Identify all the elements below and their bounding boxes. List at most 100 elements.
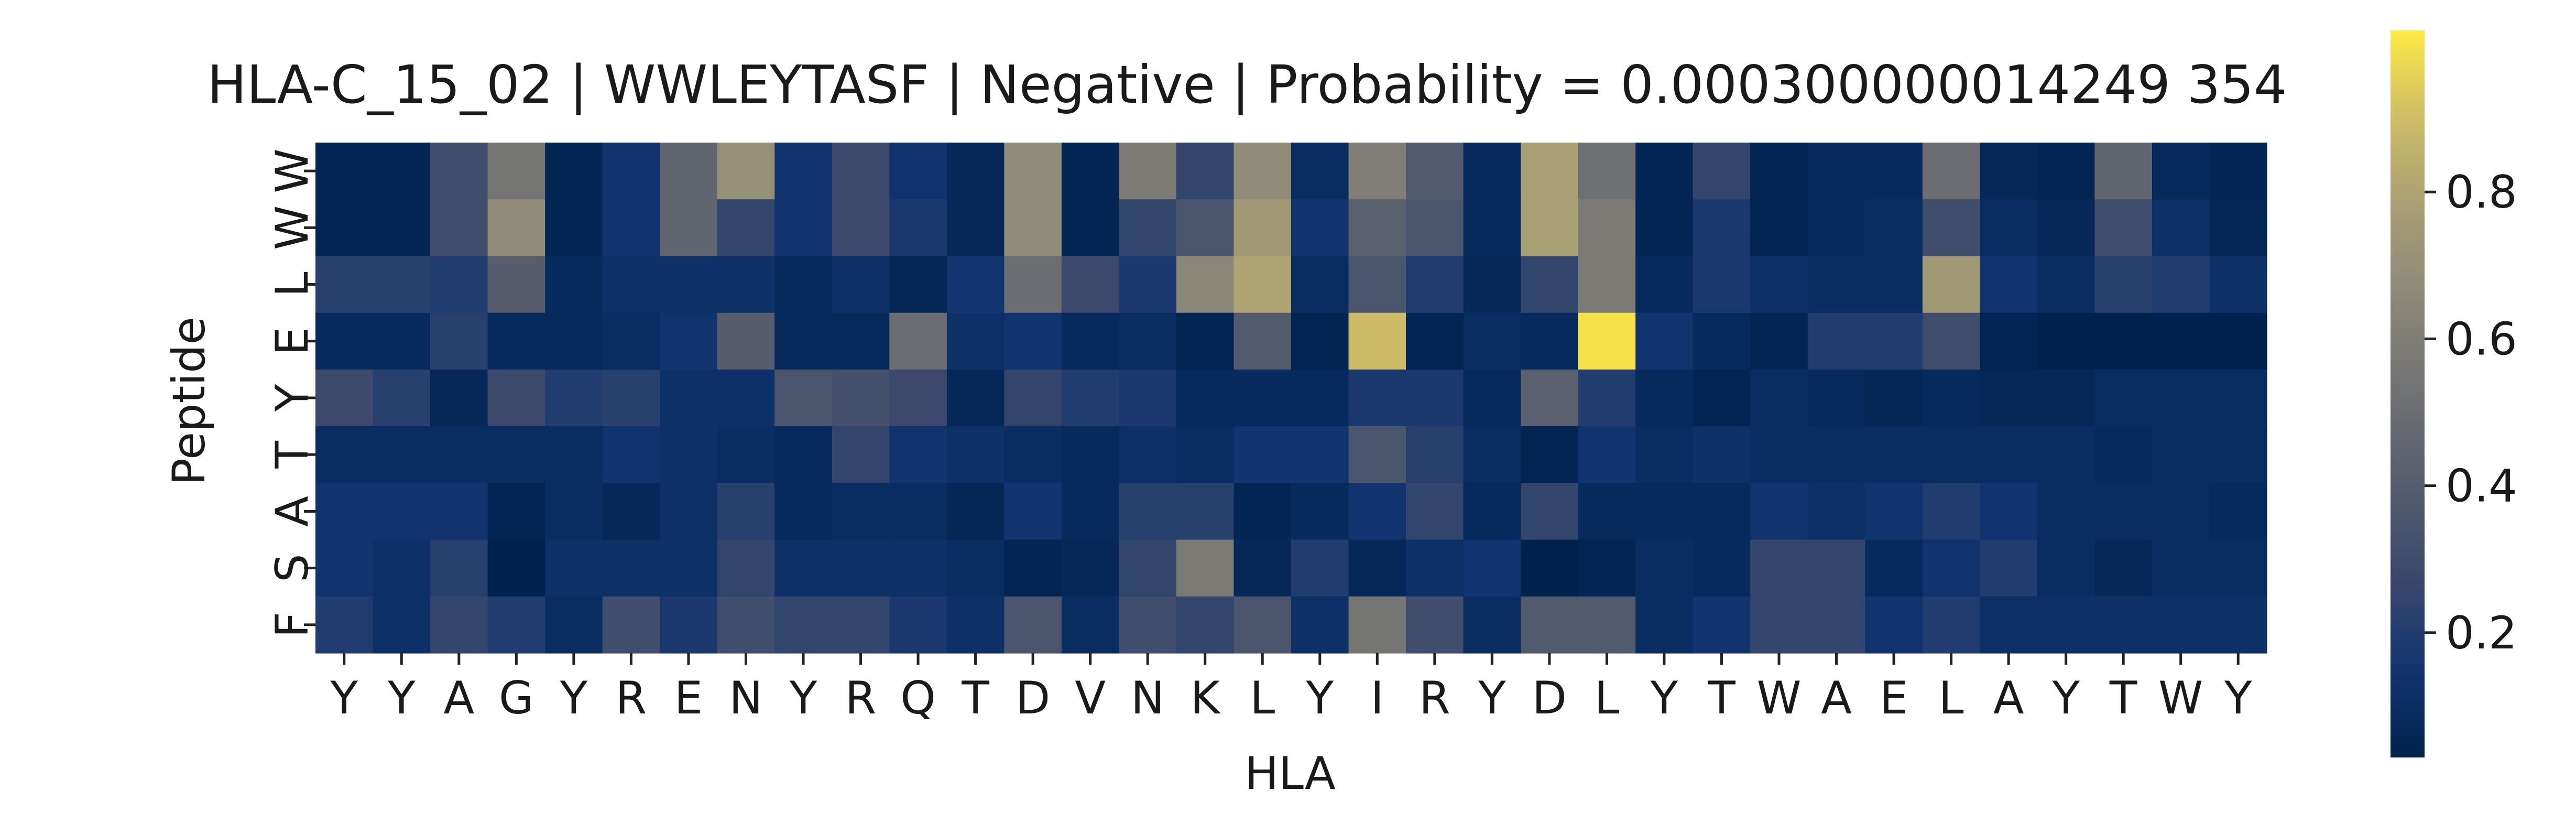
heatmap-cell xyxy=(1348,483,1406,540)
heatmap-cell xyxy=(2152,256,2210,313)
heatmap-cell xyxy=(1750,426,1808,483)
heatmap-cell xyxy=(602,426,660,483)
x-tick-label: W xyxy=(1756,672,1801,724)
heatmap-cell xyxy=(1693,596,1751,654)
heatmap-cell xyxy=(717,143,775,200)
heatmap-cell xyxy=(1176,426,1235,483)
heatmap-cell xyxy=(1578,483,1636,540)
heatmap-cell xyxy=(1750,596,1808,654)
heatmap-cell xyxy=(717,312,775,370)
heatmap-cell xyxy=(889,256,947,313)
x-tick-label: T xyxy=(961,672,989,724)
heatmap-cell xyxy=(832,596,890,654)
heatmap-cell xyxy=(430,596,488,654)
heatmap-cell xyxy=(889,483,947,540)
heatmap-cell xyxy=(889,426,947,483)
heatmap-cell xyxy=(1693,539,1751,597)
y-tick-label: A xyxy=(266,496,319,527)
heatmap-cell xyxy=(373,539,431,597)
y-tick-label: F xyxy=(266,612,319,637)
heatmap-cell xyxy=(2152,539,2210,597)
heatmap-cell xyxy=(1406,143,1464,200)
heatmap-cell xyxy=(2037,312,2095,370)
heatmap-cell xyxy=(1119,369,1177,427)
heatmap-cell xyxy=(1291,369,1349,427)
heatmap-cell xyxy=(1119,483,1177,540)
heatmap-cell xyxy=(1635,312,1694,370)
heatmap-cell xyxy=(774,426,833,483)
heatmap-cell xyxy=(1750,199,1808,257)
heatmap-cell xyxy=(1004,256,1062,313)
heatmap-cell xyxy=(545,143,603,200)
heatmap-cell xyxy=(1291,256,1349,313)
heatmap-cell xyxy=(717,199,775,257)
heatmap-cell xyxy=(1176,199,1235,257)
heatmap-cell xyxy=(1004,369,1062,427)
heatmap-cell xyxy=(487,539,545,597)
heatmap-cell xyxy=(717,539,775,597)
heatmap-cell xyxy=(2037,596,2095,654)
heatmap-cell xyxy=(1291,596,1349,654)
heatmap-cell xyxy=(1463,483,1521,540)
heatmap-cell xyxy=(1061,596,1120,654)
heatmap-cell xyxy=(1463,426,1521,483)
x-tick-label: Y xyxy=(560,672,588,724)
heatmap-cell xyxy=(1348,369,1406,427)
heatmap-cell xyxy=(660,426,718,483)
heatmap-cell xyxy=(1291,199,1349,257)
heatmap-cell xyxy=(946,426,1005,483)
y-tick-label: Y xyxy=(266,384,319,412)
x-tick-label: R xyxy=(845,672,877,724)
x-tick-label: R xyxy=(1419,672,1450,724)
heatmap-cell xyxy=(1807,199,1865,257)
heatmap-cell xyxy=(832,256,890,313)
x-tick-label: N xyxy=(729,672,762,724)
heatmap-cell xyxy=(832,369,890,427)
heatmap-cell xyxy=(1521,312,1579,370)
heatmap-cell xyxy=(1004,596,1062,654)
heatmap-cell xyxy=(430,369,488,427)
heatmap-cell xyxy=(1865,143,1923,200)
heatmap-cell xyxy=(1922,426,1980,483)
heatmap-cell xyxy=(545,199,603,257)
x-tick-label: Y xyxy=(2051,672,2080,724)
heatmap-cell xyxy=(774,596,833,654)
heatmap-cell xyxy=(1061,483,1120,540)
heatmap-cell xyxy=(2152,369,2210,427)
x-tick-label: A xyxy=(443,672,474,724)
x-tick-label: A xyxy=(1993,672,2024,724)
heatmap-cell xyxy=(889,199,947,257)
heatmap-cell xyxy=(1807,596,1865,654)
heatmap-cell xyxy=(373,199,431,257)
heatmap-cell xyxy=(1463,199,1521,257)
heatmap-cell xyxy=(1119,143,1177,200)
heatmap-cell xyxy=(373,426,431,483)
heatmap-cell xyxy=(1061,369,1120,427)
colorbar-ticks: 0.2 0.4 0.6 0.8 xyxy=(2425,166,2517,659)
heatmap-cell xyxy=(1635,199,1694,257)
heatmap-cell xyxy=(1750,369,1808,427)
heatmap-cell xyxy=(2209,596,2267,654)
heatmap-cell xyxy=(2094,312,2153,370)
heatmap-cell xyxy=(1234,143,1292,200)
heatmap-cell xyxy=(2094,143,2153,200)
heatmap-cell xyxy=(315,369,374,427)
x-tick-label: Y xyxy=(387,672,416,724)
heatmap-cell xyxy=(1980,483,2038,540)
heatmap-cell xyxy=(1004,312,1062,370)
heatmap-cell xyxy=(1291,143,1349,200)
x-tick-label: T xyxy=(2109,672,2137,724)
heatmap-cell xyxy=(2037,539,2095,597)
heatmap-cell xyxy=(2152,483,2210,540)
heatmap-cell xyxy=(832,143,890,200)
heatmap-cell xyxy=(1922,312,1980,370)
x-tick-label: L xyxy=(1250,672,1275,724)
heatmap-cell xyxy=(430,199,488,257)
heatmap-cell xyxy=(1234,483,1292,540)
heatmap-cell xyxy=(2209,199,2267,257)
heatmap-cell xyxy=(1406,199,1464,257)
heatmap-cell xyxy=(717,596,775,654)
heatmap-cell xyxy=(602,143,660,200)
heatmap-cell xyxy=(1348,312,1406,370)
